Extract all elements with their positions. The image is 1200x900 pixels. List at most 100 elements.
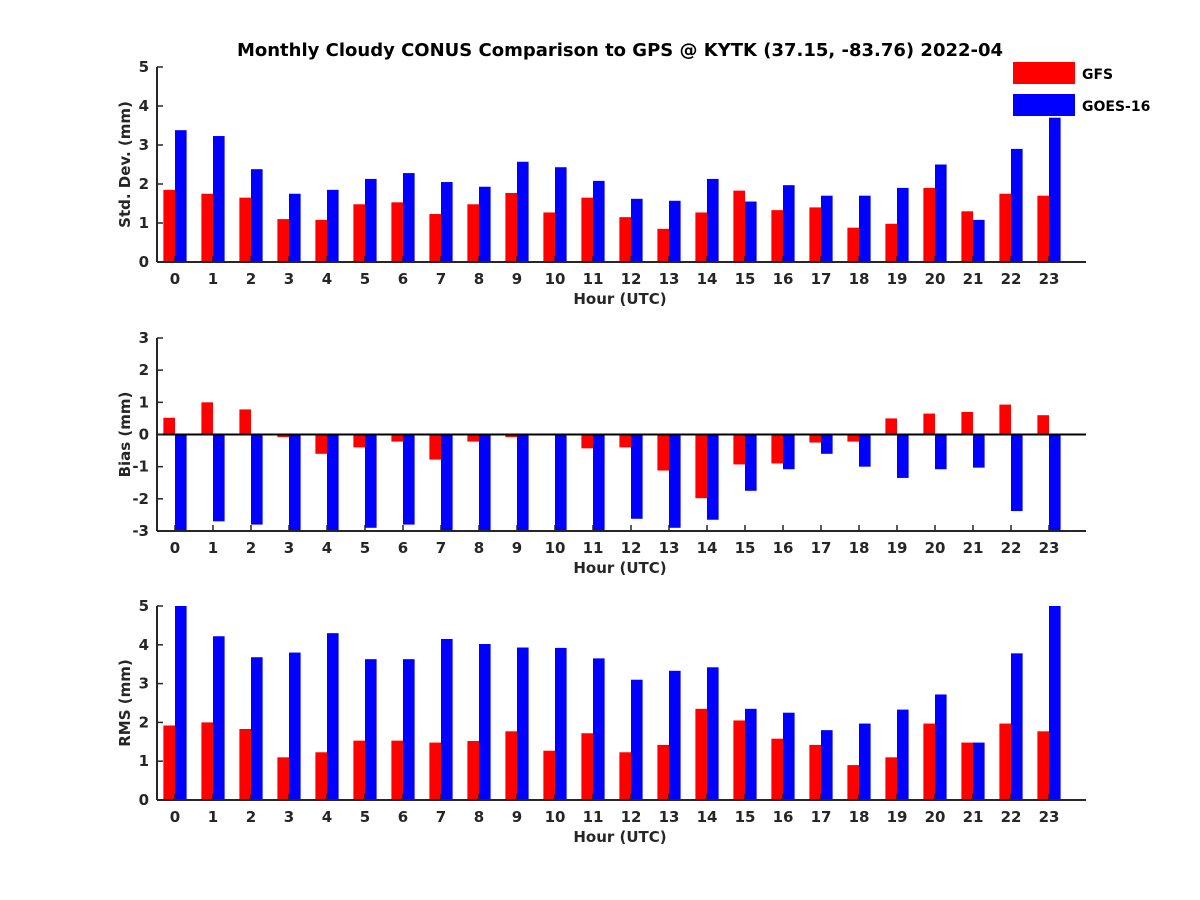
bias-x-tick-label: 19 [887, 539, 908, 557]
bias-bar-gfs-13 [657, 434, 669, 471]
rms-bar-gfs-21 [961, 742, 973, 800]
rms-bar-gfs-18 [847, 765, 859, 800]
rms-bar-goes16-5 [365, 659, 377, 800]
rms-x-tick-label: 22 [1001, 808, 1022, 826]
bias-bar-gfs-0 [163, 417, 175, 435]
bias-x-tick-label: 11 [583, 539, 604, 557]
std-bar-goes16-9 [517, 161, 529, 262]
bias-y-tick-label: 2 [139, 361, 149, 379]
bias-bar-gfs-17 [809, 434, 821, 443]
rms-x-tick-label: 4 [322, 808, 332, 826]
std-x-tick-label: 0 [170, 270, 180, 288]
bias-x-tick-label: 8 [474, 539, 484, 557]
bias-bar-goes16-22 [1011, 434, 1023, 512]
std-bar-gfs-15 [733, 190, 745, 262]
std-x-tick-label: 22 [1001, 270, 1022, 288]
std-bar-gfs-13 [657, 228, 669, 262]
bias-x-tick-label: 16 [773, 539, 794, 557]
rms-bar-goes16-8 [479, 644, 491, 800]
std-bar-goes16-2 [251, 169, 263, 262]
bias-bar-gfs-14 [695, 434, 707, 499]
bias-bar-goes16-3 [289, 434, 301, 531]
bias-bar-gfs-6 [391, 434, 403, 442]
bias-y-tick-label: -3 [132, 522, 149, 540]
bias-bar-gfs-20 [923, 413, 935, 435]
bias-x-tick-label: 3 [284, 539, 294, 557]
rms-x-tick-label: 23 [1039, 808, 1060, 826]
rms-bar-goes16-2 [251, 657, 263, 800]
rms-bar-gfs-5 [353, 740, 365, 800]
std-y-tick-label: 4 [139, 97, 149, 115]
std-bar-goes16-10 [555, 167, 567, 262]
bias-bar-goes16-4 [327, 434, 339, 531]
rms-x-tick-label: 14 [697, 808, 718, 826]
rms-bar-goes16-3 [289, 652, 301, 800]
rms-bar-gfs-12 [619, 752, 631, 800]
std-x-tick-label: 23 [1039, 270, 1060, 288]
rms-bar-gfs-20 [923, 723, 935, 800]
legend-label-goes16: GOES-16 [1082, 99, 1150, 115]
bias-x-tick-label: 18 [849, 539, 870, 557]
rms-bar-goes16-0 [175, 606, 187, 800]
bias-bar-gfs-3 [277, 434, 289, 438]
rms-x-tick-label: 8 [474, 808, 484, 826]
std-y-tick-label: 3 [139, 136, 149, 154]
rms-bar-gfs-2 [239, 729, 251, 800]
bias-x-axis-title: Hour (UTC) [573, 559, 666, 577]
rms-bar-goes16-21 [973, 742, 985, 800]
std-bar-gfs-17 [809, 207, 821, 262]
rms-x-tick-label: 11 [583, 808, 604, 826]
std-bar-goes16-12 [631, 198, 643, 262]
rms-bar-goes16-13 [669, 670, 681, 800]
bias-x-tick-label: 4 [322, 539, 332, 557]
rms-bar-goes16-4 [327, 633, 339, 800]
std-x-tick-label: 6 [398, 270, 408, 288]
std-x-tick-label: 18 [849, 270, 870, 288]
bias-bar-gfs-7 [429, 434, 441, 460]
bias-y-tick-label: -1 [132, 458, 149, 476]
std-bar-goes16-13 [669, 200, 681, 262]
std-bar-gfs-9 [505, 192, 517, 262]
rms-bar-gfs-13 [657, 744, 669, 800]
bias-bar-goes16-21 [973, 434, 985, 468]
bias-x-tick-label: 22 [1001, 539, 1022, 557]
std-bar-gfs-18 [847, 227, 859, 262]
rms-x-tick-label: 16 [773, 808, 794, 826]
bias-bar-gfs-15 [733, 434, 745, 465]
bias-bar-goes16-20 [935, 434, 947, 470]
rms-bar-goes16-17 [821, 730, 833, 800]
bias-bar-goes16-11 [593, 434, 605, 531]
bias-x-tick-label: 5 [360, 539, 370, 557]
rms-y-tick-label: 1 [139, 752, 149, 770]
bias-x-tick-label: 23 [1039, 539, 1060, 557]
std-bar-goes16-14 [707, 178, 719, 262]
std-bar-goes16-21 [973, 219, 985, 262]
rms-bar-gfs-8 [467, 741, 479, 800]
rms-bar-gfs-4 [315, 752, 327, 800]
bias-x-tick-label: 7 [436, 539, 446, 557]
std-x-tick-label: 14 [697, 270, 718, 288]
std-y-axis-title: Std. Dev. (mm) [116, 101, 134, 228]
legend-swatch-goes16 [1013, 94, 1075, 116]
rms-x-tick-label: 1 [208, 808, 218, 826]
std-bar-gfs-20 [923, 187, 935, 262]
bias-bar-goes16-19 [897, 434, 909, 478]
bias-y-tick-label: -2 [132, 490, 149, 508]
std-x-tick-label: 5 [360, 270, 370, 288]
rms-bar-gfs-15 [733, 720, 745, 800]
std-bar-goes16-6 [403, 173, 415, 262]
std-bar-gfs-4 [315, 219, 327, 262]
rms-x-tick-label: 0 [170, 808, 180, 826]
std-x-tick-label: 19 [887, 270, 908, 288]
rms-bar-gfs-17 [809, 744, 821, 800]
rms-bar-gfs-9 [505, 731, 517, 800]
std-bar-gfs-0 [163, 189, 175, 262]
legend-label-gfs: GFS [1082, 67, 1113, 83]
bias-bar-gfs-8 [467, 434, 479, 442]
bias-bar-goes16-8 [479, 434, 491, 531]
rms-y-tick-label: 0 [139, 791, 149, 809]
rms-bar-goes16-10 [555, 647, 567, 800]
bias-x-tick-label: 12 [621, 539, 642, 557]
rms-x-tick-label: 13 [659, 808, 680, 826]
